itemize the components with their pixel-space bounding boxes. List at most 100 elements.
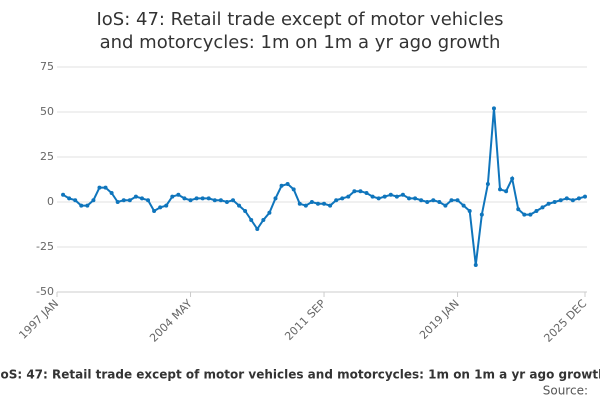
data-point: [455, 198, 460, 203]
data-point: [358, 189, 363, 194]
data-point: [346, 194, 351, 199]
data-point: [558, 198, 563, 203]
data-point: [315, 201, 320, 206]
data-point: [340, 196, 345, 201]
data-point: [491, 106, 496, 111]
data-point: [370, 194, 375, 199]
data-point: [285, 182, 290, 186]
data-point: [352, 189, 357, 194]
data-point: [443, 203, 448, 208]
x-tick-label: 1997 JAN: [16, 297, 61, 342]
data-point: [334, 198, 339, 203]
data-point: [212, 198, 217, 203]
data-point: [237, 203, 242, 208]
data-point: [291, 187, 296, 192]
data-point: [540, 205, 545, 210]
source-label: Source:: [543, 384, 588, 398]
data-point: [552, 200, 557, 204]
data-point: [176, 192, 181, 197]
data-point: [303, 203, 308, 208]
data-point: [121, 198, 126, 203]
data-point: [164, 203, 169, 208]
data-point: [127, 198, 132, 203]
data-point: [328, 203, 333, 208]
data-point: [61, 192, 66, 197]
footer-title: IoS: 47: Retail trade except of motor ve…: [0, 368, 600, 382]
chart-title: IoS: 47: Retail trade except of motor ve…: [96, 9, 503, 53]
data-point: [400, 192, 405, 197]
data-point: [504, 189, 509, 194]
data-point: [425, 200, 430, 204]
data-point: [309, 200, 314, 204]
data-point: [170, 194, 175, 199]
data-point: [388, 192, 393, 197]
data-point: [583, 194, 587, 199]
data-point: [231, 198, 235, 203]
data-point: [376, 196, 381, 201]
data-point: [194, 196, 199, 201]
data-point: [146, 198, 151, 203]
data-point: [534, 209, 539, 213]
data-point: [322, 201, 327, 206]
y-tick-label: 75: [40, 60, 54, 73]
data-point: [249, 218, 254, 222]
data-point: [413, 196, 418, 201]
y-tick-label: -50: [36, 285, 54, 298]
data-point: [103, 185, 108, 190]
data-point: [91, 198, 96, 203]
data-point: [109, 191, 114, 195]
data-point: [261, 218, 266, 222]
data-point: [152, 209, 157, 213]
data-point: [449, 198, 454, 203]
data-point: [473, 263, 478, 267]
data-point: [528, 212, 533, 217]
data-point: [564, 196, 569, 201]
data-point: [479, 212, 484, 217]
data-point: [279, 183, 284, 188]
data-point: [243, 209, 248, 213]
data-point: [546, 201, 551, 206]
data-point: [188, 198, 193, 203]
x-tick-label: 2004 MAY: [147, 297, 195, 345]
data-point: [97, 185, 102, 190]
y-tick-label: 25: [40, 150, 54, 163]
data-point: [255, 227, 260, 231]
data-point: [267, 210, 272, 215]
data-point: [498, 187, 503, 192]
data-point: [158, 205, 163, 210]
data-point: [510, 176, 515, 181]
data-point: [73, 198, 78, 203]
data-point: [79, 203, 84, 208]
x-tick-label: 2019 JAN: [417, 297, 462, 342]
data-point: [273, 196, 278, 201]
data-point: [516, 207, 521, 212]
data-point: [364, 191, 369, 195]
y-tick-label: 50: [40, 105, 54, 118]
data-point: [576, 196, 581, 201]
data-point: [182, 196, 187, 201]
data-point: [437, 200, 442, 204]
data-point: [522, 212, 527, 217]
data-point: [407, 196, 411, 201]
data-point: [115, 200, 120, 204]
x-tick-label: 2025 DEC: [541, 297, 589, 345]
data-point: [431, 198, 436, 203]
data-point: [467, 209, 472, 213]
data-point: [67, 196, 72, 201]
data-point: [394, 194, 399, 199]
data-point: [461, 203, 466, 208]
data-point: [485, 182, 490, 186]
x-tick-label: 2011 SEP: [282, 297, 328, 343]
data-point: [85, 203, 90, 208]
data-point: [224, 200, 229, 204]
data-line: [62, 108, 586, 266]
data-point: [206, 196, 211, 201]
data-point: [382, 194, 387, 199]
y-tick-label: -25: [36, 240, 54, 253]
data-point: [218, 198, 223, 203]
data-point: [570, 198, 575, 203]
data-point: [419, 198, 424, 203]
data-point: [133, 194, 138, 199]
